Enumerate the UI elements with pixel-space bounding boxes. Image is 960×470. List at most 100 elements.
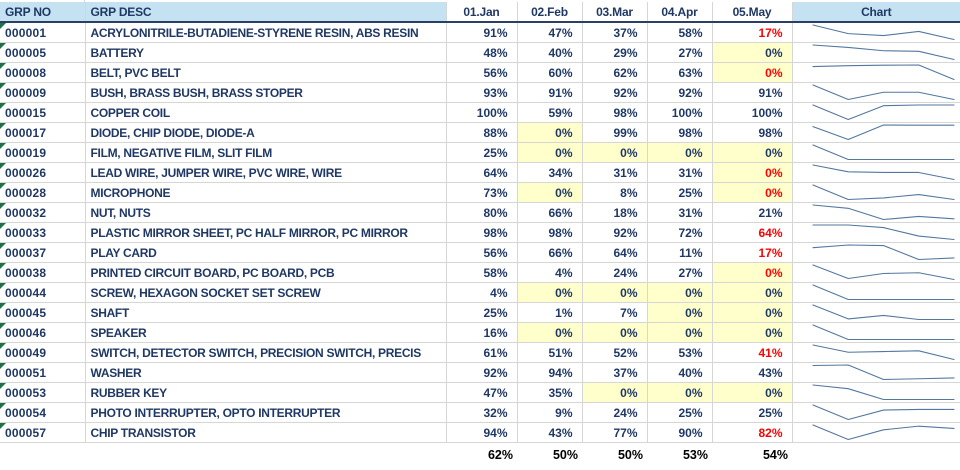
- grp-desc-cell[interactable]: PRINTED CIRCUIT BOARD, PC BOARD, PCB: [85, 263, 446, 283]
- value-cell-feb[interactable]: 59%: [517, 103, 582, 123]
- grp-desc-cell[interactable]: FILM, NEGATIVE FILM, SLIT FILM: [85, 143, 446, 163]
- value-cell-mar[interactable]: 0%: [582, 383, 647, 403]
- grp-desc-cell[interactable]: BUSH, BRASS BUSH, BRASS STOPER: [85, 83, 446, 103]
- value-cell-feb[interactable]: 66%: [517, 243, 582, 263]
- summary-mar[interactable]: 50%: [582, 443, 647, 470]
- col-header-grp-desc[interactable]: GRP DESC: [85, 2, 446, 22]
- grp-desc-cell[interactable]: PLASTIC MIRROR SHEET, PC HALF MIRROR, PC…: [85, 223, 446, 243]
- value-cell-jan[interactable]: 58%: [446, 263, 517, 283]
- value-cell-may[interactable]: 25%: [712, 403, 792, 423]
- value-cell-jan[interactable]: 56%: [446, 63, 517, 83]
- value-cell-may[interactable]: 0%: [712, 383, 792, 403]
- value-cell-mar[interactable]: 0%: [582, 143, 647, 163]
- value-cell-jan[interactable]: 25%: [446, 303, 517, 323]
- grp-no-cell[interactable]: 000054: [0, 403, 85, 423]
- grp-no-cell[interactable]: 000015: [0, 103, 85, 123]
- value-cell-jan[interactable]: 61%: [446, 343, 517, 363]
- value-cell-may[interactable]: 41%: [712, 343, 792, 363]
- value-cell-mar[interactable]: 92%: [582, 83, 647, 103]
- grp-desc-cell[interactable]: PHOTO INTERRUPTER, OPTO INTERRUPTER: [85, 403, 446, 423]
- value-cell-mar[interactable]: 37%: [582, 363, 647, 383]
- value-cell-mar[interactable]: 62%: [582, 63, 647, 83]
- value-cell-feb[interactable]: 34%: [517, 163, 582, 183]
- value-cell-mar[interactable]: 24%: [582, 403, 647, 423]
- col-header-may[interactable]: 05.May: [712, 2, 792, 22]
- value-cell-mar[interactable]: 24%: [582, 263, 647, 283]
- value-cell-mar[interactable]: 52%: [582, 343, 647, 363]
- value-cell-feb[interactable]: 60%: [517, 63, 582, 83]
- value-cell-feb[interactable]: 98%: [517, 223, 582, 243]
- value-cell-apr[interactable]: 25%: [647, 183, 712, 203]
- grp-no-cell[interactable]: 000049: [0, 343, 85, 363]
- value-cell-mar[interactable]: 0%: [582, 323, 647, 343]
- value-cell-jan[interactable]: 56%: [446, 243, 517, 263]
- grp-desc-cell[interactable]: MICROPHONE: [85, 183, 446, 203]
- grp-desc-cell[interactable]: SPEAKER: [85, 323, 446, 343]
- value-cell-apr[interactable]: 58%: [647, 22, 712, 43]
- col-header-grp-no[interactable]: GRP NO: [0, 2, 85, 22]
- summary-empty-grp-no[interactable]: [0, 443, 85, 470]
- grp-no-cell[interactable]: 000057: [0, 423, 85, 443]
- value-cell-apr[interactable]: 53%: [647, 343, 712, 363]
- value-cell-apr[interactable]: 0%: [647, 383, 712, 403]
- chart-cell[interactable]: [792, 203, 960, 223]
- value-cell-mar[interactable]: 0%: [582, 283, 647, 303]
- grp-desc-cell[interactable]: RUBBER KEY: [85, 383, 446, 403]
- value-cell-jan[interactable]: 80%: [446, 203, 517, 223]
- chart-cell[interactable]: [792, 383, 960, 403]
- chart-cell[interactable]: [792, 223, 960, 243]
- summary-jan[interactable]: 62%: [446, 443, 517, 470]
- value-cell-jan[interactable]: 93%: [446, 83, 517, 103]
- value-cell-apr[interactable]: 31%: [647, 163, 712, 183]
- value-cell-may[interactable]: 43%: [712, 363, 792, 383]
- value-cell-feb[interactable]: 40%: [517, 43, 582, 63]
- value-cell-apr[interactable]: 31%: [647, 203, 712, 223]
- grp-no-cell[interactable]: 000044: [0, 283, 85, 303]
- value-cell-jan[interactable]: 47%: [446, 383, 517, 403]
- value-cell-may[interactable]: 17%: [712, 243, 792, 263]
- value-cell-feb[interactable]: 1%: [517, 303, 582, 323]
- grp-no-cell[interactable]: 000019: [0, 143, 85, 163]
- value-cell-may[interactable]: 0%: [712, 263, 792, 283]
- value-cell-apr[interactable]: 25%: [647, 403, 712, 423]
- summary-apr[interactable]: 53%: [647, 443, 712, 470]
- value-cell-apr[interactable]: 0%: [647, 323, 712, 343]
- summary-empty-grp-desc[interactable]: [85, 443, 446, 470]
- value-cell-may[interactable]: 0%: [712, 43, 792, 63]
- value-cell-apr[interactable]: 63%: [647, 63, 712, 83]
- value-cell-feb[interactable]: 66%: [517, 203, 582, 223]
- grp-no-cell[interactable]: 000009: [0, 83, 85, 103]
- summary-empty-chart[interactable]: [792, 443, 960, 470]
- grp-desc-cell[interactable]: PLAY CARD: [85, 243, 446, 263]
- value-cell-mar[interactable]: 29%: [582, 43, 647, 63]
- chart-cell[interactable]: [792, 183, 960, 203]
- chart-cell[interactable]: [792, 103, 960, 123]
- value-cell-jan[interactable]: 100%: [446, 103, 517, 123]
- value-cell-mar[interactable]: 77%: [582, 423, 647, 443]
- value-cell-apr[interactable]: 90%: [647, 423, 712, 443]
- value-cell-may[interactable]: 0%: [712, 283, 792, 303]
- chart-cell[interactable]: [792, 323, 960, 343]
- chart-cell[interactable]: [792, 63, 960, 83]
- col-header-jan[interactable]: 01.Jan: [446, 2, 517, 22]
- value-cell-may[interactable]: 0%: [712, 143, 792, 163]
- chart-cell[interactable]: [792, 163, 960, 183]
- chart-cell[interactable]: [792, 283, 960, 303]
- value-cell-apr[interactable]: 0%: [647, 143, 712, 163]
- value-cell-may[interactable]: 64%: [712, 223, 792, 243]
- value-cell-may[interactable]: 91%: [712, 83, 792, 103]
- value-cell-feb[interactable]: 0%: [517, 183, 582, 203]
- grp-no-cell[interactable]: 000046: [0, 323, 85, 343]
- value-cell-jan[interactable]: 4%: [446, 283, 517, 303]
- value-cell-mar[interactable]: 64%: [582, 243, 647, 263]
- value-cell-feb[interactable]: 0%: [517, 323, 582, 343]
- chart-cell[interactable]: [792, 423, 960, 443]
- value-cell-jan[interactable]: 48%: [446, 43, 517, 63]
- value-cell-jan[interactable]: 91%: [446, 22, 517, 43]
- chart-cell[interactable]: [792, 22, 960, 43]
- value-cell-may[interactable]: 0%: [712, 163, 792, 183]
- value-cell-feb[interactable]: 9%: [517, 403, 582, 423]
- value-cell-mar[interactable]: 31%: [582, 163, 647, 183]
- chart-cell[interactable]: [792, 43, 960, 63]
- value-cell-may[interactable]: 82%: [712, 423, 792, 443]
